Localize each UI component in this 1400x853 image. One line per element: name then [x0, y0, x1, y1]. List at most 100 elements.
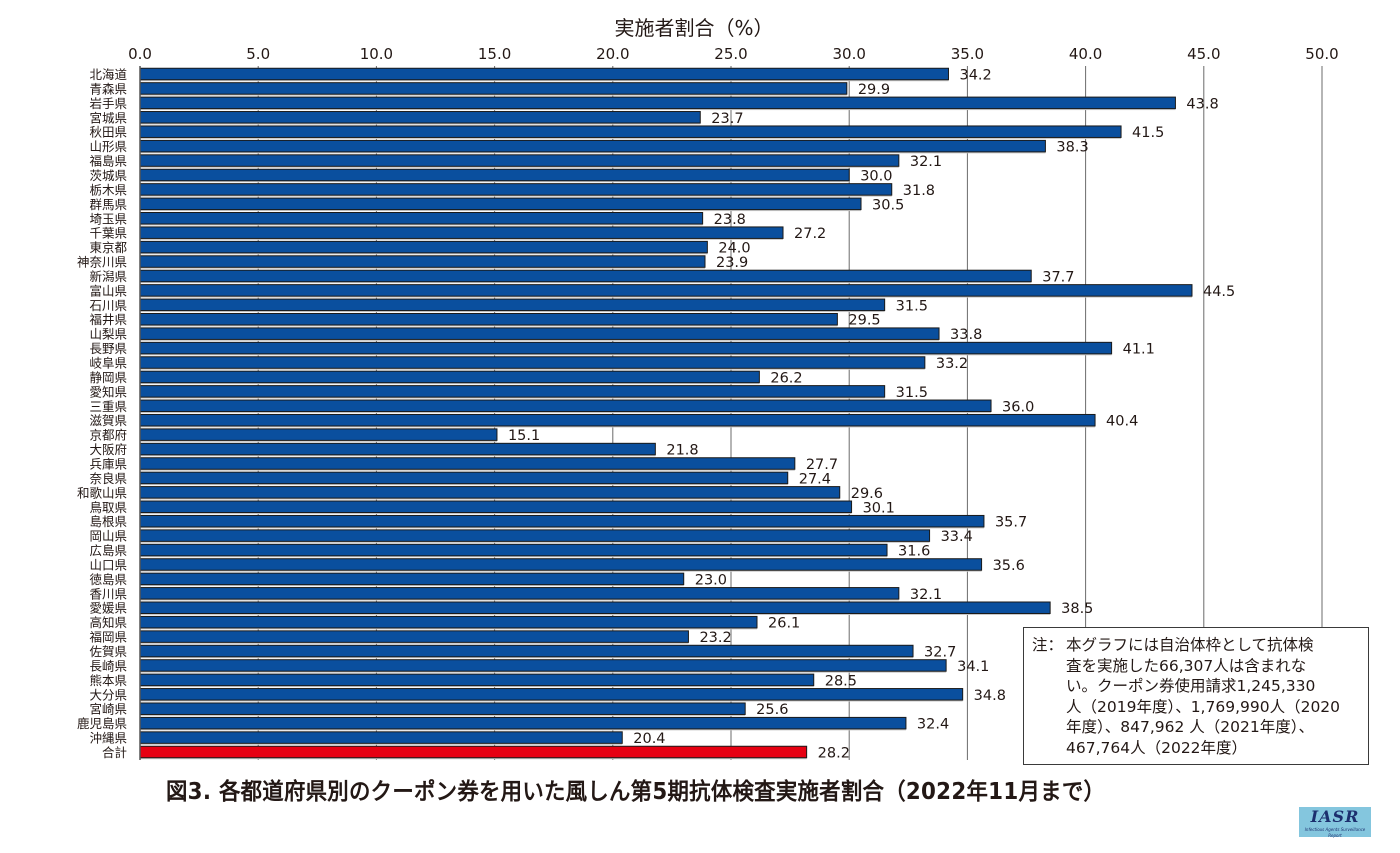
- bar-chart: 0.0 5.0 10.0 15.0 20.0 25.0 30.0 35.0 40.0 45.0 50…: [77, 45, 1339, 762]
- logo-sub-text: Infectious Agents Surveillance Report: [1304, 827, 1366, 838]
- bar: [139, 139, 1046, 153]
- bar: [139, 558, 983, 571]
- category-label: 徳島県: [89, 572, 127, 587]
- data-label: 15.1: [508, 428, 540, 444]
- bar-shadow: [140, 209, 862, 212]
- bar: [139, 413, 1096, 427]
- category-label: 愛媛県: [89, 601, 127, 616]
- data-label: 35.6: [993, 558, 1025, 574]
- data-label: 31.5: [896, 385, 928, 401]
- bar-shadow: [140, 224, 703, 226]
- bar: [139, 111, 701, 124]
- data-label: 34.2: [959, 68, 991, 84]
- category-label: 新潟県: [89, 269, 127, 284]
- bar-shadow: [140, 671, 947, 673]
- category-label: 福島県: [89, 154, 127, 169]
- bar-shadow: [140, 584, 684, 587]
- bar-shadow: [140, 498, 840, 500]
- category-label: 静岡県: [89, 370, 127, 385]
- data-label: 23.0: [695, 572, 727, 588]
- bar-shadow: [140, 123, 701, 125]
- category-label: 合計: [102, 745, 127, 760]
- bar-shadow: [140, 252, 708, 255]
- bar-shadow: [140, 94, 847, 96]
- bar: [139, 630, 689, 643]
- bar: [139, 587, 900, 600]
- category-label: 宮城県: [89, 110, 127, 125]
- bar: [139, 298, 886, 312]
- category-label: 岐阜県: [89, 356, 127, 371]
- bar-shadow: [140, 714, 746, 716]
- bar: [139, 688, 964, 701]
- data-label: 31.6: [898, 544, 930, 560]
- bar: [139, 428, 498, 441]
- bar-shadow: [140, 339, 940, 341]
- bar-shadow: [140, 642, 689, 644]
- bar: [139, 673, 815, 687]
- bar-shadow: [140, 151, 1046, 154]
- logo-main-text: IASR: [1310, 807, 1360, 826]
- bar-shadow: [140, 700, 963, 702]
- data-label: 20.4: [633, 731, 665, 747]
- x-tick-label: 25.0: [714, 45, 747, 63]
- data-label: 31.8: [903, 183, 935, 199]
- bar-shadow: [140, 324, 838, 327]
- bar-shadow: [140, 743, 623, 745]
- bar: [139, 154, 900, 167]
- category-labels: 北海道青森県岩手県宮城県秋田県山形県福島県茨城県栃木県群馬県埼玉県千葉県東京都神…: [77, 67, 128, 760]
- bar: [139, 327, 940, 340]
- data-label: 43.8: [1186, 96, 1218, 112]
- category-label: 山梨県: [89, 327, 127, 342]
- bar-shadow: [140, 627, 758, 630]
- bar: [139, 457, 796, 470]
- bar-shadow: [140, 526, 984, 529]
- x-axis-title: 実施者割合（%）: [0, 12, 1400, 41]
- bar-shadow: [140, 108, 1176, 111]
- bar-shadow: [140, 757, 807, 760]
- category-label: 大分県: [89, 687, 127, 702]
- category-label: 愛知県: [89, 384, 127, 399]
- bar-shadow: [140, 440, 497, 442]
- category-label: 鹿児島県: [77, 716, 127, 731]
- category-label: 宮崎県: [89, 702, 127, 717]
- bar-shadow: [140, 137, 1122, 139]
- bar: [139, 356, 926, 369]
- figure-caption: 図3. 各都道府県別のクーポン券を用いた風しん第5期抗体検査実施者割合（2022…: [166, 779, 1106, 805]
- bar: [139, 486, 841, 499]
- bar: [139, 82, 848, 95]
- data-label: 27.4: [799, 471, 831, 487]
- bar-shadow: [140, 599, 899, 601]
- bar: [139, 168, 850, 182]
- bar: [139, 543, 888, 557]
- data-label: 37.7: [1042, 269, 1074, 285]
- bar: [139, 644, 914, 658]
- bar-shadow: [140, 397, 885, 399]
- data-label: 29.9: [858, 82, 890, 98]
- bar-shadow: [140, 512, 852, 515]
- note-text: 本グラフには自治体枠として抗体検 査を実施した66,307人は含まれな い。クー…: [1066, 636, 1341, 757]
- x-tick-label: 20.0: [596, 45, 629, 63]
- bar: [139, 572, 685, 586]
- category-label: 群馬県: [89, 197, 127, 212]
- x-tick-label: 10.0: [360, 45, 393, 63]
- data-label: 24.0: [718, 241, 750, 257]
- category-label: 青森県: [89, 81, 127, 96]
- data-label: 33.2: [936, 356, 968, 372]
- x-tick-labels: 0.0 5.0 10.0 15.0 20.0 25.0 30.0 35.0 40.0 45.0 50…: [128, 45, 1339, 63]
- category-label: 秋田県: [89, 125, 127, 140]
- category-label: 長崎県: [89, 658, 127, 673]
- category-label: 福井県: [89, 312, 127, 327]
- category-label: 富山県: [89, 283, 127, 298]
- bar-shadow: [140, 166, 899, 168]
- bar-shadow: [140, 411, 992, 414]
- bar: [139, 284, 1193, 297]
- x-tick-label: 15.0: [478, 45, 511, 63]
- bar: [139, 442, 656, 456]
- bar: [139, 500, 853, 514]
- bar: [139, 399, 992, 413]
- category-label: 三重県: [89, 399, 127, 414]
- data-label: 34.8: [974, 688, 1006, 704]
- bar: [139, 370, 760, 384]
- category-label: 島根県: [89, 514, 127, 529]
- bar-shadow: [140, 656, 914, 659]
